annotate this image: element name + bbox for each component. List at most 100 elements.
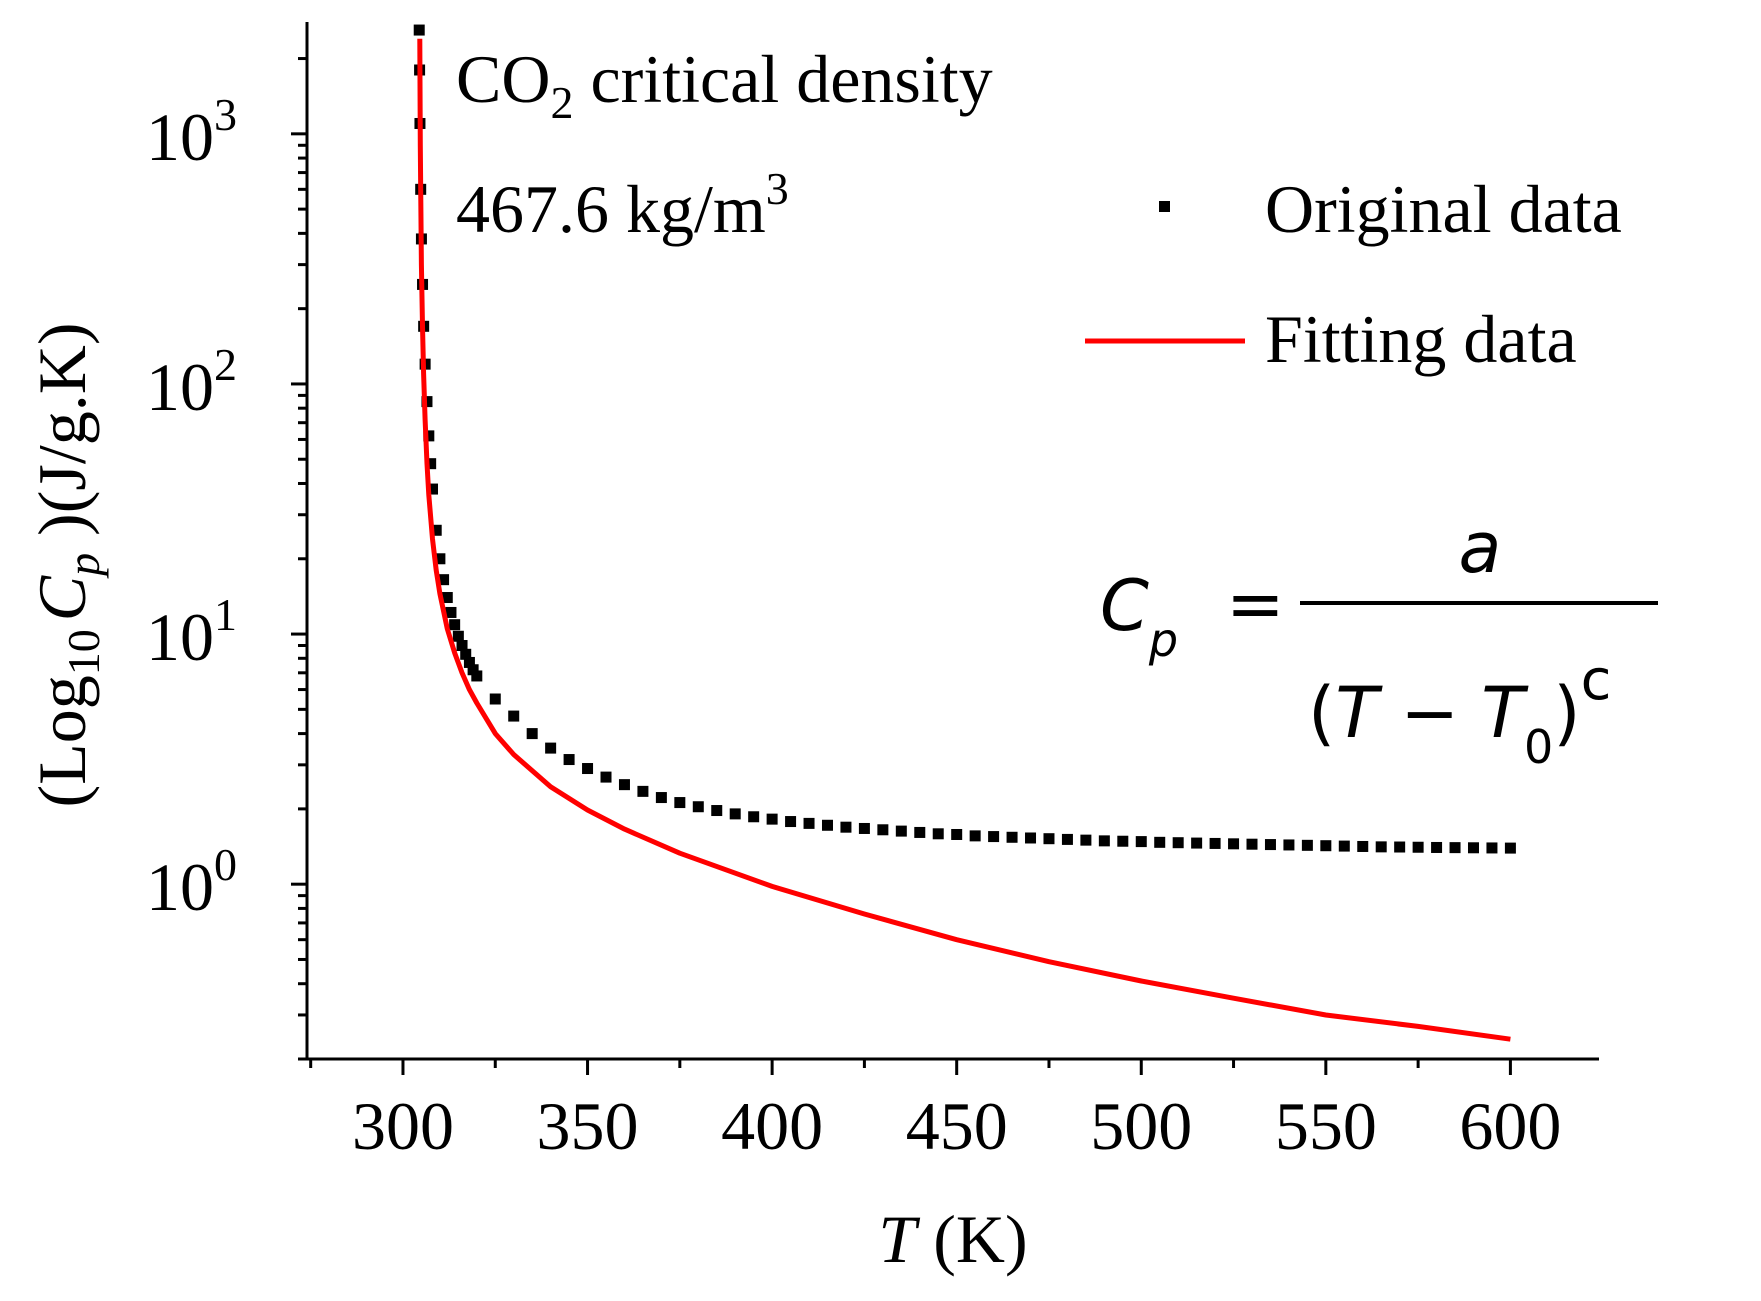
x-tick-label: 600 bbox=[1459, 1088, 1561, 1164]
formula: Cp = a (T − T0)c bbox=[1100, 507, 1658, 774]
x-tick-label: 300 bbox=[352, 1088, 454, 1164]
legend: Original data Fitting data bbox=[1085, 171, 1622, 377]
x-axis-label: T (K) bbox=[878, 1201, 1027, 1277]
y-tick-label: 102 bbox=[146, 339, 237, 425]
data-point bbox=[489, 693, 501, 705]
x-tick-label: 350 bbox=[537, 1088, 639, 1164]
formula-numerator: a bbox=[1459, 507, 1502, 589]
data-point bbox=[1117, 835, 1129, 847]
y-axis-label-sub: 10 bbox=[58, 629, 109, 675]
annotation-density: 467.6 kg/m3 bbox=[456, 163, 789, 247]
formula-den-var1: T bbox=[1335, 672, 1383, 754]
data-point bbox=[1357, 840, 1369, 852]
data-point bbox=[674, 797, 686, 809]
data-point bbox=[692, 801, 704, 813]
data-point bbox=[413, 24, 425, 36]
x-axis-var: T bbox=[878, 1201, 920, 1277]
data-point bbox=[988, 831, 1000, 843]
data-point bbox=[1504, 842, 1516, 854]
plot-area bbox=[413, 24, 1516, 1042]
data-point bbox=[1228, 838, 1240, 850]
data-point bbox=[445, 606, 457, 618]
x-tick-label: 450 bbox=[906, 1088, 1008, 1164]
y-axis-label-unit: )(J/g.K) bbox=[24, 323, 100, 553]
formula-minus: − bbox=[1378, 672, 1481, 754]
data-point bbox=[449, 619, 461, 631]
data-point bbox=[766, 813, 778, 825]
data-point bbox=[1025, 832, 1037, 844]
x-axis-unit: (K) bbox=[916, 1201, 1027, 1277]
data-point bbox=[785, 816, 797, 828]
data-point bbox=[434, 553, 446, 565]
formula-den-var2: T bbox=[1481, 672, 1529, 754]
y-tick-base: 10 bbox=[146, 849, 214, 925]
data-point bbox=[425, 458, 437, 470]
data-point bbox=[1080, 834, 1092, 846]
data-point bbox=[858, 822, 870, 834]
x-tick-label: 400 bbox=[721, 1088, 823, 1164]
y-tick-exp: 3 bbox=[214, 89, 237, 140]
data-point bbox=[467, 664, 479, 676]
data-point bbox=[914, 826, 926, 838]
data-point bbox=[1191, 837, 1203, 849]
data-point bbox=[1061, 833, 1073, 845]
data-point bbox=[1431, 841, 1443, 853]
data-point bbox=[582, 763, 594, 775]
formula-paren-open: ( bbox=[1308, 672, 1335, 754]
formula-den-sub: 0 bbox=[1524, 720, 1553, 774]
data-point bbox=[1467, 842, 1479, 854]
data-point bbox=[1043, 833, 1055, 845]
data-point bbox=[1172, 837, 1184, 849]
data-point bbox=[1375, 841, 1387, 853]
y-tick-base: 10 bbox=[146, 99, 214, 175]
y-tick-exp: 1 bbox=[214, 589, 237, 640]
y-tick-label: 103 bbox=[146, 89, 237, 175]
data-point bbox=[526, 728, 538, 740]
annotation-title: CO2 critical density bbox=[456, 41, 993, 128]
data-point bbox=[471, 670, 483, 682]
data-point bbox=[1264, 839, 1276, 851]
y-tick-label: 101 bbox=[146, 589, 237, 675]
data-point bbox=[508, 710, 520, 722]
data-point bbox=[545, 742, 557, 754]
data-point bbox=[460, 648, 472, 660]
y-tick-base: 10 bbox=[146, 599, 214, 675]
formula-paren-close: ) bbox=[1553, 672, 1580, 754]
annotation-title-suffix: critical density bbox=[573, 41, 992, 117]
data-point bbox=[711, 805, 723, 817]
data-point bbox=[821, 819, 833, 831]
y-tick-exp: 2 bbox=[214, 339, 237, 390]
legend-label-fitting: Fitting data bbox=[1265, 301, 1577, 377]
data-point bbox=[463, 656, 475, 668]
data-point bbox=[803, 817, 815, 829]
data-point bbox=[969, 830, 981, 842]
data-point bbox=[1246, 838, 1258, 850]
x-tick-label: 500 bbox=[1090, 1088, 1192, 1164]
x-tick-label: 550 bbox=[1275, 1088, 1377, 1164]
data-point bbox=[600, 771, 612, 783]
y-tick-exp: 0 bbox=[214, 839, 237, 890]
data-point bbox=[423, 430, 435, 442]
y-tick-base: 10 bbox=[146, 349, 214, 425]
data-point bbox=[452, 630, 464, 642]
data-point bbox=[932, 828, 944, 840]
data-point bbox=[1338, 840, 1350, 852]
data-point bbox=[1486, 842, 1498, 854]
y-axis-label-open: (Log bbox=[24, 675, 100, 807]
data-point bbox=[895, 825, 907, 837]
y-axis-label: (Log10 Cp )(J/g.K) bbox=[24, 323, 109, 808]
data-point bbox=[951, 828, 963, 840]
data-point bbox=[1098, 835, 1110, 847]
data-point bbox=[655, 792, 667, 804]
data-point bbox=[877, 824, 889, 836]
data-point bbox=[1154, 836, 1166, 848]
data-point bbox=[637, 785, 649, 797]
data-point bbox=[618, 779, 630, 791]
legend-label-original: Original data bbox=[1265, 171, 1622, 247]
legend-marker-original bbox=[1159, 201, 1170, 212]
formula-exponent: c bbox=[1581, 648, 1612, 713]
y-axis-label-var: C bbox=[24, 575, 100, 621]
data-point bbox=[430, 524, 442, 536]
